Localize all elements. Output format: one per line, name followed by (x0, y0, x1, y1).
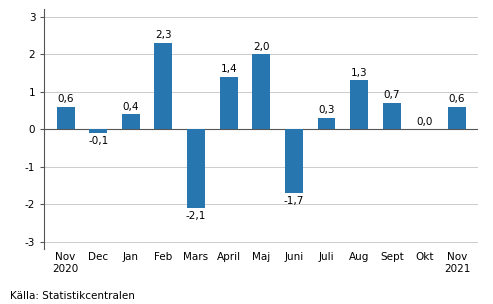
Text: 1,3: 1,3 (351, 68, 367, 78)
Text: Källa: Statistikcentralen: Källa: Statistikcentralen (10, 291, 135, 301)
Text: 0,4: 0,4 (123, 102, 139, 112)
Bar (122, 114, 140, 129)
Text: 0,3: 0,3 (318, 105, 335, 115)
Text: -1,7: -1,7 (284, 195, 304, 206)
Bar (383, 103, 401, 129)
Text: 0,6: 0,6 (57, 94, 74, 104)
Bar (317, 118, 336, 129)
Text: 2,0: 2,0 (253, 42, 270, 51)
Bar (89, 129, 107, 133)
Text: 0,7: 0,7 (384, 90, 400, 100)
Text: 2,3: 2,3 (155, 30, 172, 40)
Bar (57, 107, 74, 129)
Text: -0,1: -0,1 (88, 136, 108, 146)
Bar (448, 107, 466, 129)
Bar (187, 129, 205, 208)
Bar (350, 81, 368, 129)
Bar (252, 54, 270, 129)
Text: 0,0: 0,0 (416, 116, 432, 126)
Text: 0,6: 0,6 (449, 94, 465, 104)
Text: 1,4: 1,4 (220, 64, 237, 74)
Text: -2,1: -2,1 (186, 211, 206, 221)
Bar (220, 77, 238, 129)
Bar (285, 129, 303, 193)
Bar (154, 43, 173, 129)
